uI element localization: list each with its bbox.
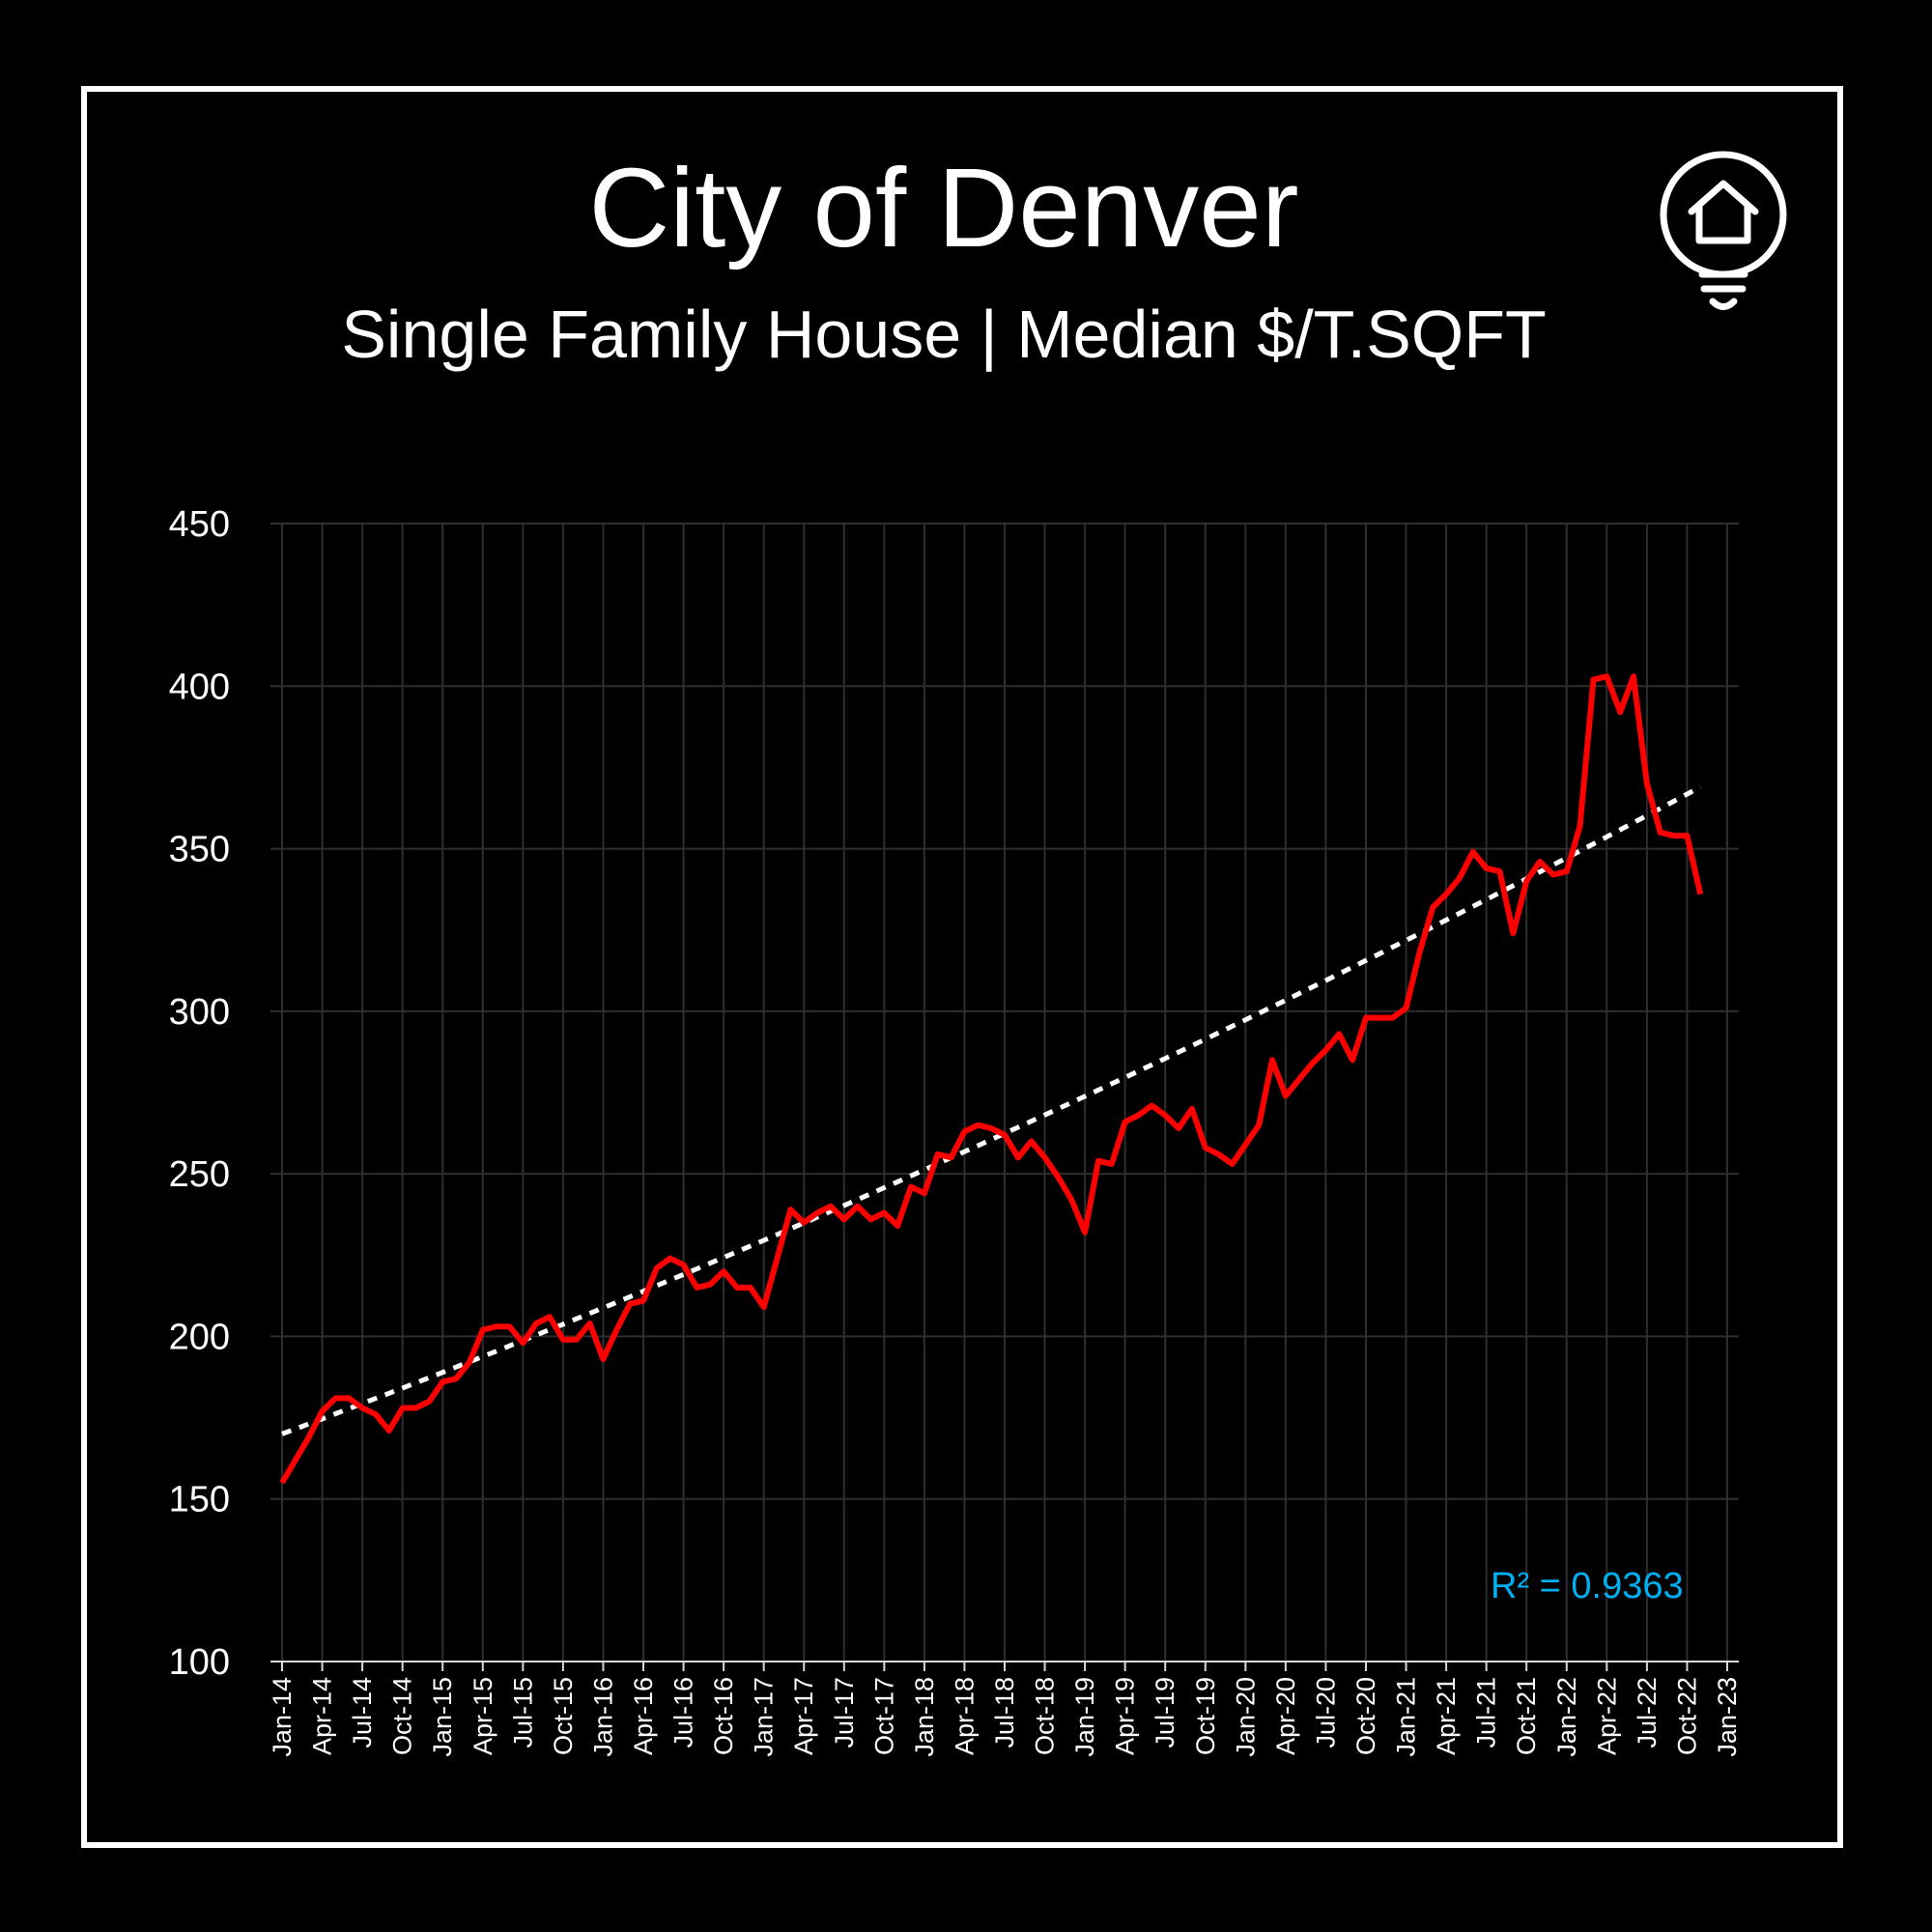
y-tick-label: 450 [169,504,230,545]
bulb-outline [1660,151,1787,278]
x-tick-label: Apr-15 [469,1677,497,1755]
x-tick-label: Jan-17 [750,1677,779,1757]
x-tick-label: Jul-19 [1151,1677,1179,1748]
x-tick-label: Apr-19 [1111,1677,1140,1755]
x-tick-label: Jul-18 [990,1677,1019,1748]
x-tick-label: Jan-22 [1552,1677,1581,1757]
house-lightbulb-icon [1660,151,1787,310]
y-tick-label: 150 [169,1480,230,1520]
y-tick-label: 250 [169,1154,230,1195]
x-tick-label: Jan-16 [588,1677,617,1757]
y-tick-label: 100 [169,1642,230,1683]
r-squared-label: R² = 0.9363 [1491,1566,1684,1606]
x-tick-label: Jul-15 [508,1677,537,1748]
trendline [281,784,1702,1436]
x-tick-label: Oct-18 [1031,1677,1060,1755]
x-tick-label: Apr-14 [308,1677,337,1755]
x-tick-label: Jul-21 [1472,1677,1501,1748]
x-tick-label: Jul-20 [1311,1677,1340,1748]
gridlines [270,523,1739,1662]
x-tick-label: Jan-18 [910,1677,939,1757]
x-tick-label: Apr-17 [789,1677,818,1755]
y-tick-label: 400 [169,667,230,707]
x-axis-ticks: Jan-14 Apr-14 Jul-14 Oct-14 Jan-15 Apr-15 Jul-… [268,1662,1742,1757]
x-tick-label: Oct-20 [1351,1677,1380,1755]
house-shape [1688,180,1759,244]
x-tick-label: Apr-18 [950,1677,979,1755]
y-tick-label: 350 [169,830,230,870]
y-tick-label: 200 [169,1317,230,1357]
x-tick-label: Oct-16 [709,1677,738,1755]
x-tick-label: Jul-16 [669,1677,698,1748]
x-tick-label: Apr-16 [629,1677,658,1755]
x-tick-label: Oct-22 [1672,1677,1701,1755]
x-tick-label: Apr-20 [1271,1677,1300,1755]
y-axis-ticks: 100 150 200 250 300 350 400 450 [169,504,230,1683]
x-tick-label: Jul-22 [1633,1677,1662,1748]
x-tick-label: Jan-14 [268,1677,297,1757]
x-tick-label: Apr-22 [1592,1677,1621,1755]
chart-subtitle: Single Family House | Median $/T.SQFT [341,297,1547,372]
x-tick-label: Oct-17 [869,1677,898,1755]
x-tick-label: Apr-21 [1432,1677,1461,1755]
x-tick-label: Oct-14 [388,1677,417,1755]
bulb-base [1698,270,1748,310]
chart-title: City of Denver [589,145,1299,270]
x-tick-label: Oct-21 [1512,1677,1541,1755]
series-group [279,673,1704,1485]
x-tick-label: Jan-21 [1392,1677,1421,1757]
x-tick-label: Oct-19 [1191,1677,1220,1755]
x-tick-label: Jul-14 [348,1677,377,1748]
x-tick-label: Jul-17 [830,1677,859,1748]
series-line [279,673,1704,1485]
x-tick-label: Jan-23 [1713,1677,1742,1757]
x-tick-label: Jan-15 [428,1677,457,1757]
x-tick-label: Jan-20 [1231,1677,1260,1757]
x-tick-label: Jan-19 [1070,1677,1099,1757]
chart-frame [81,86,1843,1848]
y-tick-label: 300 [169,992,230,1033]
x-tick-label: Oct-15 [549,1677,578,1755]
